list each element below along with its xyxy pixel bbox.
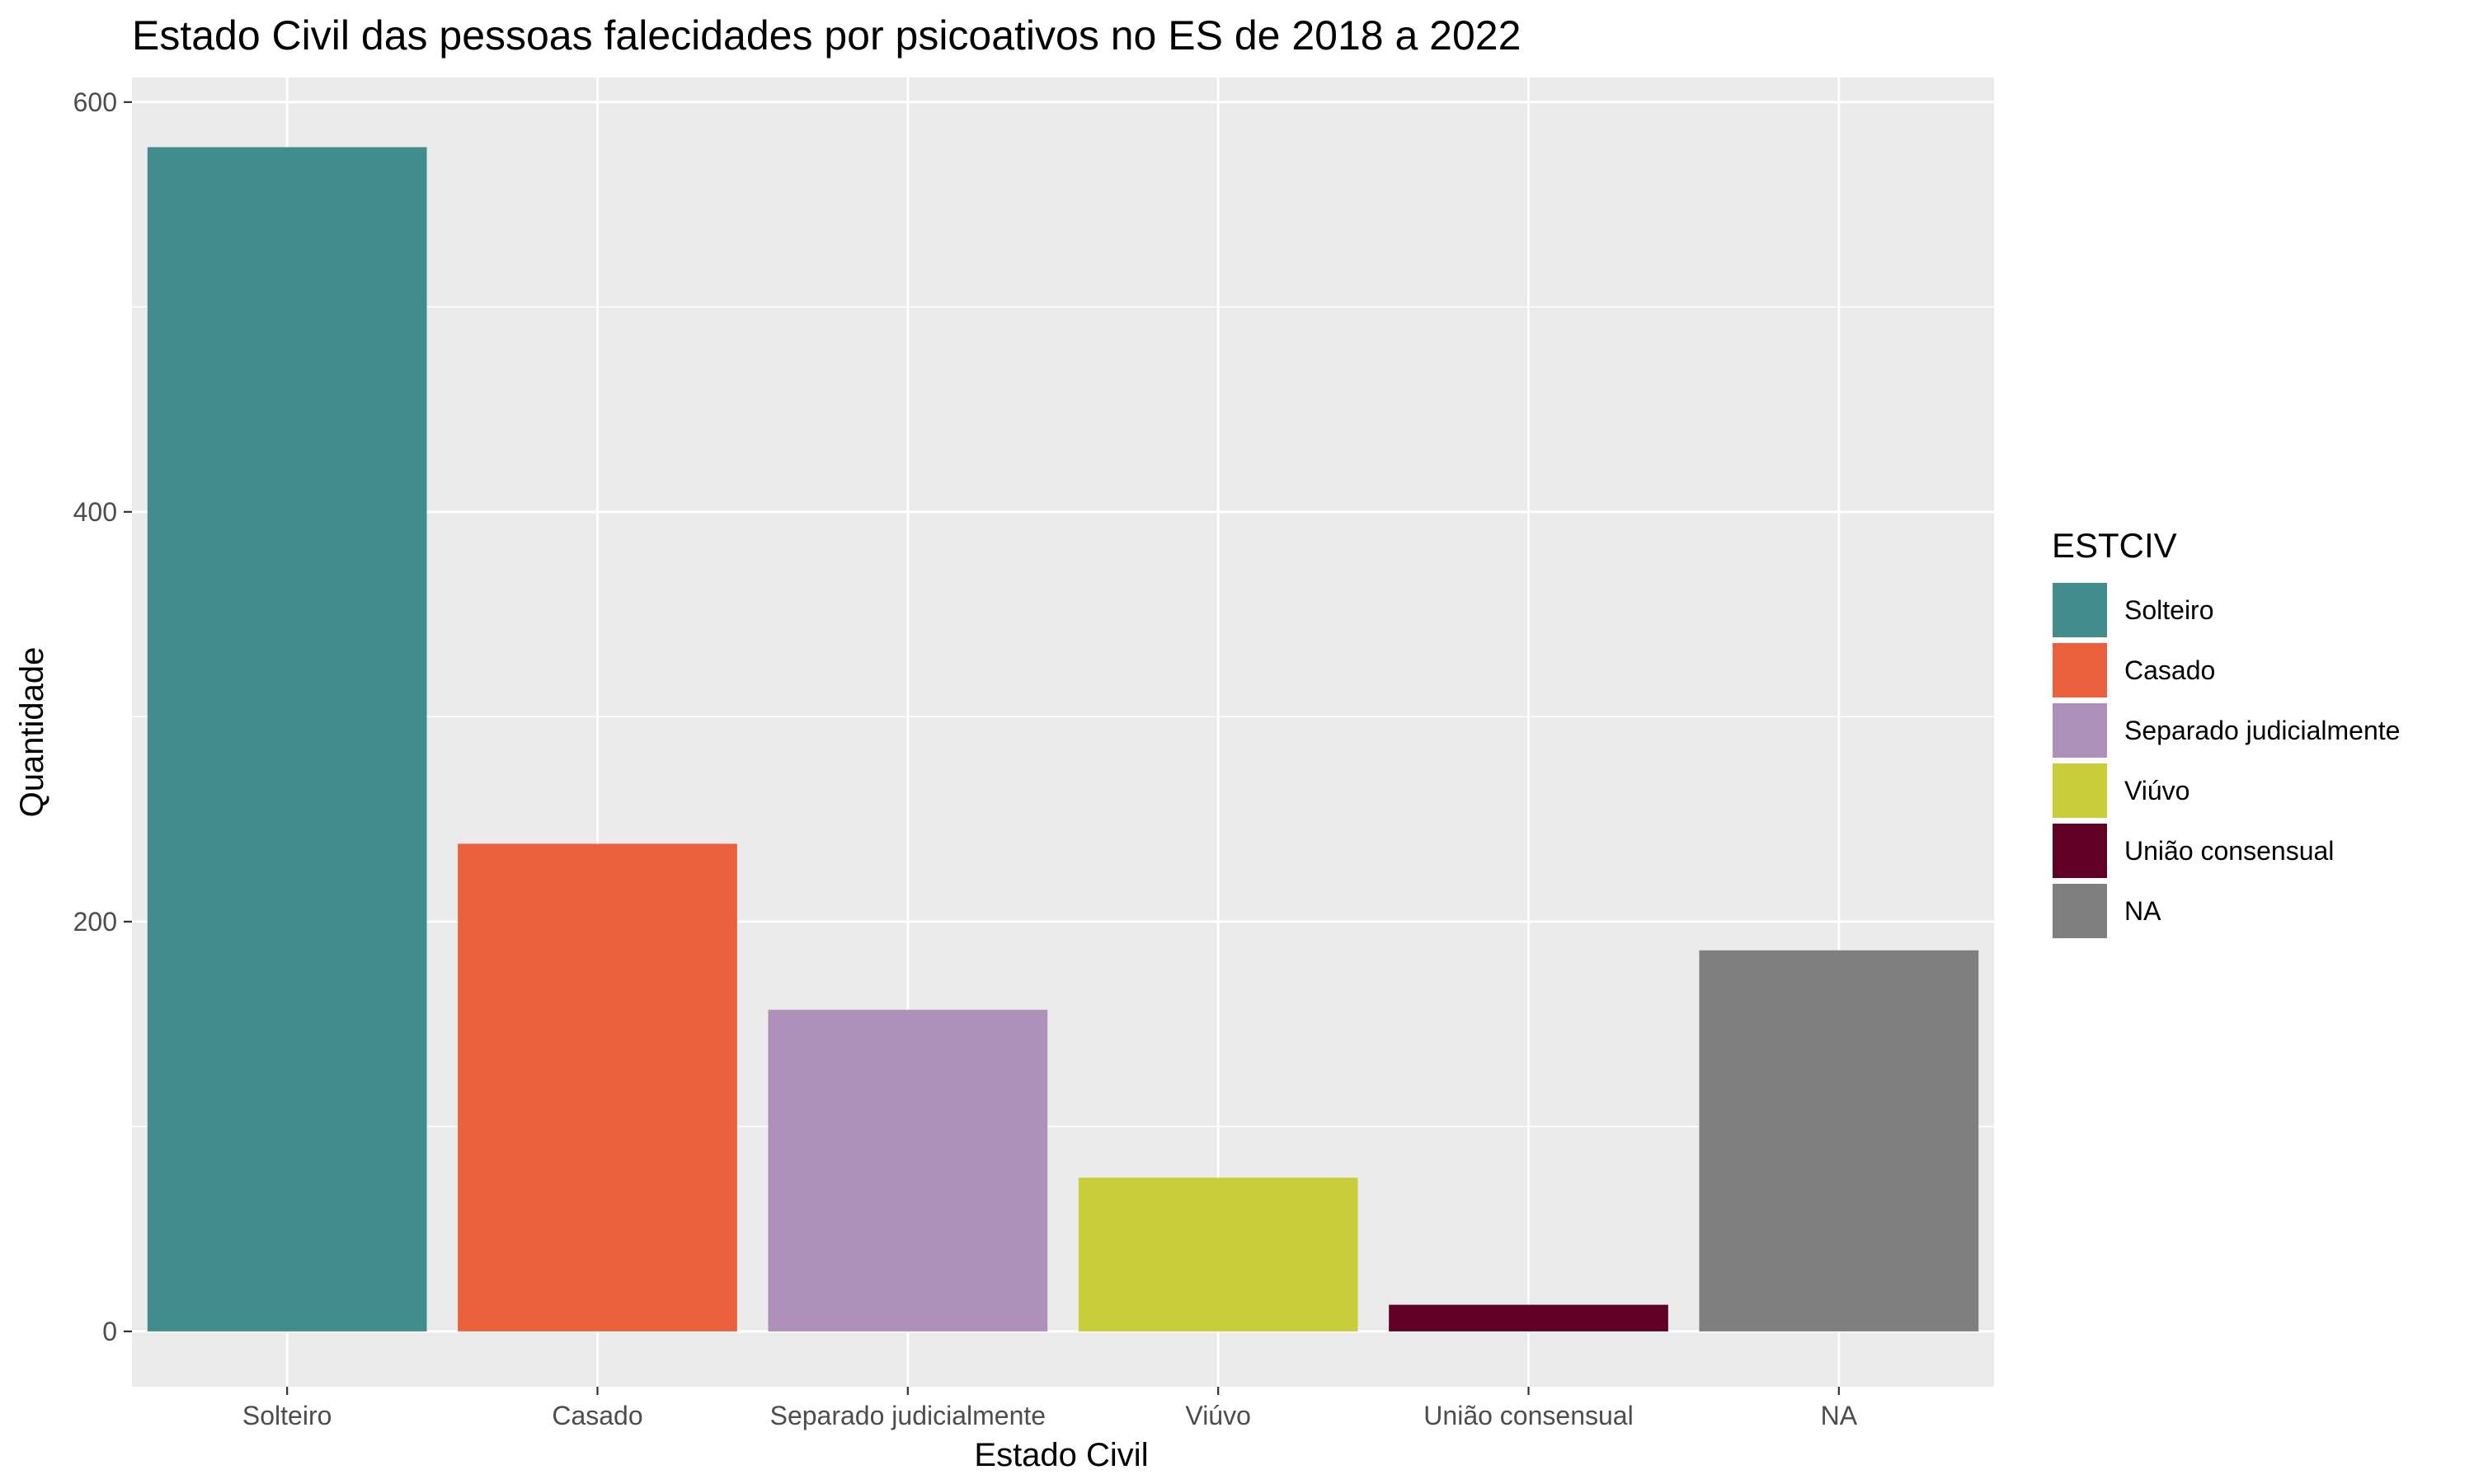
x-tick-label: União consensual <box>1423 1401 1633 1430</box>
legend-title: ESTCIV <box>2052 526 2177 565</box>
plot-panel <box>132 77 1994 1387</box>
y-tick-label: 400 <box>73 497 117 527</box>
legend-label: Separado judicialmente <box>2124 716 2400 745</box>
axes: 0 200 400 600 Solteiro Casado Separado judicia… <box>73 87 1858 1430</box>
bar-vi-vo <box>1078 1177 1358 1331</box>
bar-solteiro <box>147 147 427 1331</box>
legend-label: Casado <box>2124 655 2215 685</box>
legend-key <box>2051 581 2109 639</box>
x-tick-label: Separado judicialmente <box>770 1401 1046 1430</box>
x-tick-label: Viúvo <box>1185 1401 1250 1430</box>
x-tick-label: NA <box>1821 1401 1858 1430</box>
legend-key <box>2051 641 2109 699</box>
legend-key <box>2051 762 2109 819</box>
legend-label: União consensual <box>2124 836 2334 866</box>
legend-label: NA <box>2124 896 2161 926</box>
y-tick-label: 600 <box>73 87 117 117</box>
chart-title: Estado Civil das pessoas falecidades por… <box>132 12 1521 59</box>
legend-label: Solteiro <box>2124 595 2214 625</box>
x-tick-label: Solteiro <box>242 1401 332 1430</box>
bar-uni-o-consensual <box>1389 1304 1668 1331</box>
legend: ESTCIV Solteiro Casado Separado judicialme… <box>2051 526 2400 940</box>
bar-casado <box>458 843 737 1331</box>
legend-label: Viúvo <box>2124 776 2189 805</box>
y-axis-title: Quantidade <box>14 647 50 818</box>
bar-separado-judicialmente <box>768 1009 1048 1331</box>
y-tick-label: 200 <box>73 907 117 937</box>
legend-key <box>2051 702 2109 759</box>
legend-key <box>2051 822 2109 880</box>
bar-na <box>1699 950 1979 1331</box>
y-tick-label: 0 <box>102 1317 117 1346</box>
bars <box>147 147 1979 1331</box>
legend-key <box>2051 882 2109 940</box>
x-axis-title: Estado Civil <box>974 1437 1148 1473</box>
x-tick-label: Casado <box>552 1401 642 1430</box>
